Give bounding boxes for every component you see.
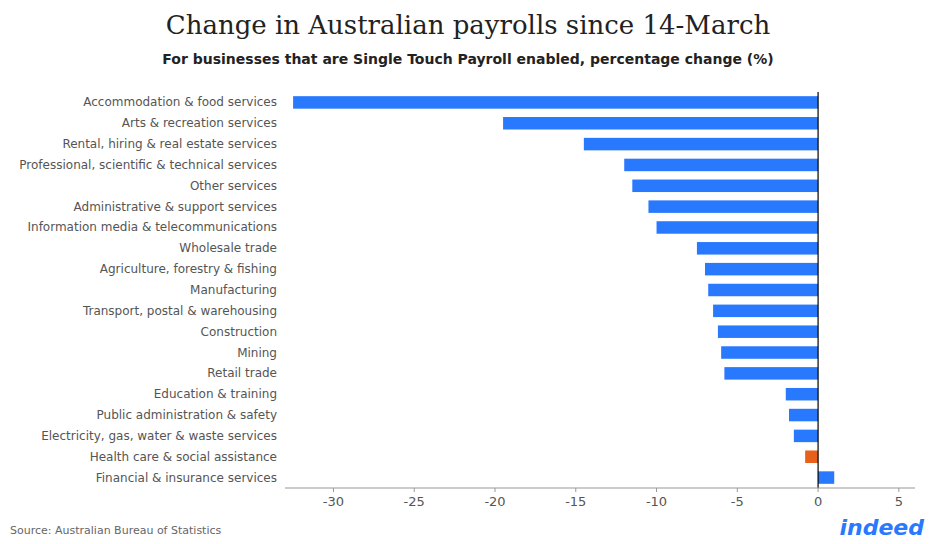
bar bbox=[293, 96, 818, 109]
category-label: Mining bbox=[237, 346, 277, 360]
bar bbox=[632, 180, 818, 193]
x-tick bbox=[333, 488, 334, 492]
category-label: Transport, postal & warehousing bbox=[82, 304, 277, 318]
x-tick bbox=[737, 488, 738, 492]
bars bbox=[293, 96, 834, 484]
source: Source: Australian Bureau of Statistics bbox=[10, 524, 222, 537]
bar bbox=[657, 221, 819, 234]
category-label: Information media & telecommunications bbox=[28, 220, 278, 234]
category-label: Retail trade bbox=[207, 366, 277, 380]
subtitle: For businesses that are Single Touch Pay… bbox=[162, 51, 773, 67]
bar bbox=[648, 200, 818, 213]
bar bbox=[794, 430, 818, 443]
bar bbox=[697, 242, 818, 255]
bar bbox=[818, 471, 834, 484]
category-label: Health care & social assistance bbox=[90, 450, 277, 464]
category-label: Construction bbox=[201, 325, 277, 339]
category-label: Rental, hiring & real estate services bbox=[62, 137, 277, 151]
x-tick-label: -30 bbox=[323, 494, 344, 509]
x-tick bbox=[656, 488, 657, 492]
bar bbox=[724, 367, 818, 380]
x-tick bbox=[575, 488, 576, 492]
category-label: Manufacturing bbox=[190, 283, 277, 297]
x-tick bbox=[898, 488, 899, 492]
title: Change in Australian payrolls since 14-M… bbox=[166, 10, 771, 40]
category-label: Accommodation & food services bbox=[83, 95, 277, 109]
x-tick bbox=[818, 488, 819, 492]
bar bbox=[713, 305, 818, 318]
x-tick-label: 0 bbox=[814, 494, 822, 509]
x-tick bbox=[495, 488, 496, 492]
bar bbox=[708, 284, 818, 297]
bar bbox=[789, 409, 818, 422]
chart: Change in Australian payrolls since 14-M… bbox=[0, 0, 936, 544]
bar bbox=[584, 138, 818, 151]
x-tick-label: -15 bbox=[565, 494, 586, 509]
zero-line bbox=[817, 92, 818, 488]
category-label: Other services bbox=[190, 179, 277, 193]
bar bbox=[705, 263, 818, 276]
bar bbox=[721, 346, 818, 359]
category-label: Agriculture, forestry & fishing bbox=[100, 262, 277, 276]
bar bbox=[503, 117, 818, 130]
category-label: Financial & insurance services bbox=[96, 471, 277, 485]
category-label: Arts & recreation services bbox=[122, 116, 277, 130]
logo: indeed bbox=[839, 515, 924, 540]
bar bbox=[624, 159, 818, 172]
category-label: Public administration & safety bbox=[97, 408, 278, 422]
x-tick bbox=[414, 488, 415, 492]
category-label: Administrative & support services bbox=[74, 200, 277, 214]
bar bbox=[718, 325, 818, 338]
x-tick-label: -5 bbox=[731, 494, 744, 509]
category-label: Education & training bbox=[154, 387, 277, 401]
category-label: Professional, scientific & technical ser… bbox=[19, 158, 277, 172]
x-axis-line bbox=[285, 488, 915, 489]
x-tick-label: 5 bbox=[895, 494, 903, 509]
x-tick-label: -20 bbox=[484, 494, 505, 509]
bar bbox=[805, 450, 818, 463]
x-tick-label: -25 bbox=[404, 494, 425, 509]
category-label: Wholesale trade bbox=[179, 241, 277, 255]
category-label: Electricity, gas, water & waste services bbox=[41, 429, 277, 443]
x-tick-label: -10 bbox=[646, 494, 667, 509]
bar bbox=[786, 388, 818, 401]
